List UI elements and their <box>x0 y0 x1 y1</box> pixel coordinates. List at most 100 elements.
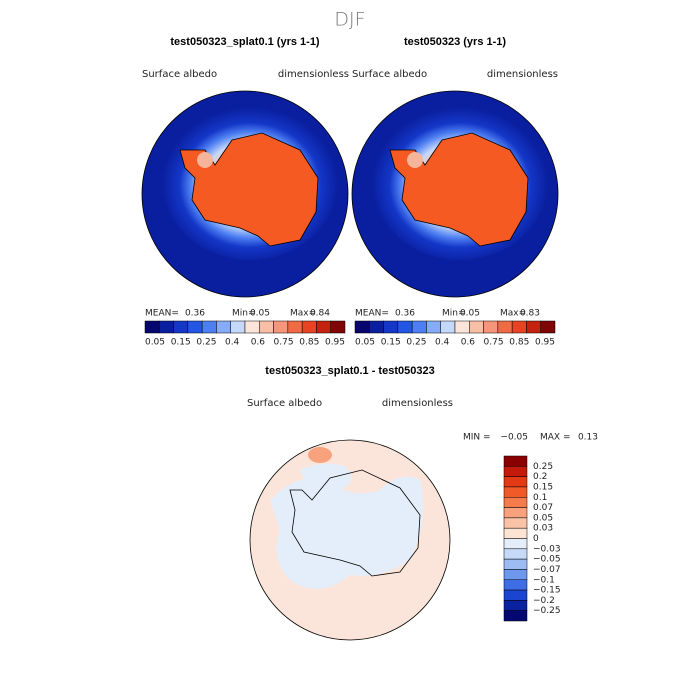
colorbar-label: −0.25 <box>533 606 561 616</box>
stat-label: MAX = <box>540 433 571 443</box>
colorbar-swatch <box>216 320 231 334</box>
colorbar-label: 0.03 <box>533 524 553 534</box>
map-border <box>351 90 559 298</box>
negative-region <box>270 476 424 589</box>
colorbar-label: 0.25 <box>533 462 553 472</box>
colorbar-label: 0.15 <box>381 338 401 348</box>
colorbar-swatch <box>503 589 528 601</box>
stat-value: 0.36 <box>185 309 205 319</box>
colorbar-label: 0.6 <box>461 338 476 348</box>
colorbar-swatch <box>540 320 556 334</box>
units-label: dimensionless <box>278 69 349 80</box>
colorbar-swatch <box>244 320 260 334</box>
colorbar-swatch <box>503 455 528 467</box>
colorbar-swatch <box>503 497 528 508</box>
colorbar-swatch <box>503 538 528 550</box>
colorbar-label: 0.07 <box>533 503 553 513</box>
stat-label: Max= <box>290 309 316 319</box>
colorbar-swatch <box>503 569 528 580</box>
antarctica-outline <box>289 469 421 577</box>
colorbar-label: 0.85 <box>509 338 529 348</box>
colorbar-label: 0.4 <box>225 338 240 348</box>
colorbar-swatch <box>411 320 427 334</box>
colorbar-swatch <box>503 527 528 539</box>
figure-title: DJF <box>334 9 365 31</box>
colorbar-label: 0.1 <box>533 493 547 503</box>
colorbar-swatch <box>526 320 541 334</box>
colorbar-label: −0.05 <box>533 555 561 565</box>
colorbar-label: 0.75 <box>274 338 294 348</box>
stat-value: 0.13 <box>578 433 598 443</box>
colorbar-swatch <box>503 600 528 611</box>
field-label: Surface albedo <box>247 398 322 409</box>
colorbar-swatch <box>511 320 527 334</box>
colorbar-swatch <box>301 320 317 334</box>
colorbar-swatch <box>503 466 528 477</box>
colorbar-label: 0.05 <box>533 513 553 523</box>
colorbar-label: 0.15 <box>171 338 191 348</box>
colorbar-swatch <box>503 610 528 622</box>
colorbar-swatch <box>159 320 174 334</box>
colorbar-label: 0.2 <box>533 472 547 482</box>
colorbar-swatch <box>469 320 484 334</box>
colorbar-swatch <box>503 558 528 570</box>
colorbar-swatch <box>144 320 160 334</box>
stat-label: Max= <box>500 309 526 319</box>
stat-value: −0.05 <box>500 433 528 443</box>
colorbar-swatch <box>503 579 528 591</box>
map <box>142 91 348 297</box>
stat-label: MEAN= <box>145 309 179 319</box>
panel-title: test050323_splat0.1 (yrs 1-1) <box>170 36 320 48</box>
stat-label: Min= <box>442 309 466 319</box>
map-border <box>141 90 349 298</box>
stat-value: 0.05 <box>250 309 270 319</box>
colorbar-label: 0.25 <box>406 338 426 348</box>
colorbar-swatch <box>316 320 331 334</box>
colorbar-swatch <box>287 320 303 334</box>
colorbar-label: 0.05 <box>355 338 375 348</box>
positive-feature <box>308 447 332 463</box>
colorbar-swatch <box>397 320 413 334</box>
stat-label: MIN = <box>463 433 491 443</box>
stat-label: Min= <box>232 309 256 319</box>
peninsula-feature <box>407 152 423 168</box>
colorbar-label: 0 <box>533 534 539 544</box>
map <box>250 440 450 640</box>
colorbar-swatch <box>354 320 370 334</box>
colorbar-swatch <box>503 517 528 529</box>
colorbar-swatch <box>383 320 399 334</box>
units-label: dimensionless <box>382 398 453 409</box>
stat-value: 0.36 <box>395 309 415 319</box>
colorbar-swatch <box>503 548 528 560</box>
stat-label: MEAN= <box>355 309 389 319</box>
colorbar-swatch <box>187 320 203 334</box>
stat-value: 0.84 <box>310 309 330 319</box>
colorbar-label: 0.85 <box>299 338 319 348</box>
colorbar-swatch <box>201 320 217 334</box>
panel-title: test050323 (yrs 1-1) <box>404 36 506 48</box>
peninsula-feature <box>197 152 213 168</box>
colorbar-swatch <box>259 320 274 334</box>
units-label: dimensionless <box>487 69 558 80</box>
panel-title: test050323_splat0.1 - test050323 <box>265 365 434 377</box>
colorbar-label: −0.03 <box>533 544 561 554</box>
colorbar-swatch <box>503 507 528 519</box>
antarctica <box>179 132 319 247</box>
map <box>352 91 558 297</box>
map-border <box>249 439 451 641</box>
colorbar-swatch <box>273 320 289 334</box>
stat-value: 0.05 <box>460 309 480 319</box>
colorbar-label: 0.4 <box>435 338 450 348</box>
colorbar-swatch <box>503 476 528 488</box>
colorbar-swatch <box>440 320 456 334</box>
colorbar-swatch <box>230 320 246 334</box>
colorbar-label: −0.1 <box>533 575 555 585</box>
colorbar-label: −0.2 <box>533 596 555 606</box>
colorbar-label: 0.05 <box>145 338 165 348</box>
colorbar-swatch <box>454 320 470 334</box>
field-label: Surface albedo <box>352 69 427 80</box>
colorbar-swatch <box>426 320 441 334</box>
negative-region <box>300 463 352 491</box>
colorbar-swatch <box>497 320 513 334</box>
